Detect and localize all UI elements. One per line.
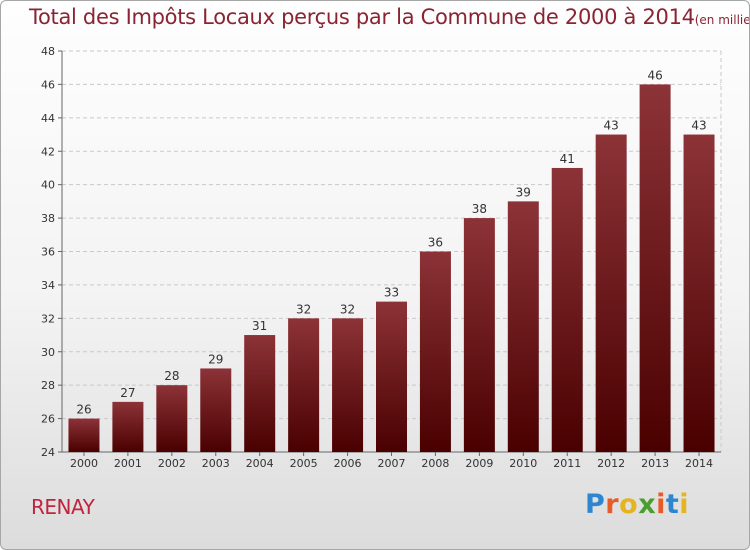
logo-letter: r xyxy=(605,489,620,520)
bar-value-label: 32 xyxy=(340,302,355,316)
x-tick-label: 2012 xyxy=(597,457,625,470)
bar xyxy=(639,84,671,453)
bar xyxy=(332,318,364,452)
y-tick-label: 40 xyxy=(41,179,55,192)
y-tick-label: 32 xyxy=(41,312,55,325)
logo-letter: i xyxy=(679,489,690,520)
bar xyxy=(288,318,320,452)
y-tick-label: 24 xyxy=(41,446,55,459)
proxiti-logo: Proxiti xyxy=(585,489,689,520)
x-tick-label: 2000 xyxy=(70,457,98,470)
x-tick-label: 2004 xyxy=(246,457,274,470)
bar-value-label: 38 xyxy=(472,202,487,216)
y-tick-label: 44 xyxy=(41,112,55,125)
x-tick-label: 2014 xyxy=(685,457,713,470)
x-tick-label: 2006 xyxy=(334,457,362,470)
x-tick-label: 2001 xyxy=(114,457,142,470)
bar-value-label: 28 xyxy=(164,369,179,383)
x-tick-label: 2002 xyxy=(158,457,186,470)
bar-value-label: 43 xyxy=(691,119,706,133)
bar xyxy=(200,368,232,452)
bar-value-label: 41 xyxy=(560,152,575,166)
logo-letter: x xyxy=(638,489,657,520)
bar xyxy=(156,385,188,452)
bar xyxy=(595,134,627,452)
x-tick-label: 2009 xyxy=(465,457,493,470)
x-tick-label: 2013 xyxy=(641,457,669,470)
bar xyxy=(419,251,451,452)
bar xyxy=(112,401,144,452)
chart-title: Total des Impôts Locaux perçus par la Co… xyxy=(29,5,695,29)
bar-value-label: 32 xyxy=(296,302,311,316)
y-tick-label: 42 xyxy=(41,145,55,158)
bar-value-label: 33 xyxy=(384,286,399,300)
x-tick-label: 2010 xyxy=(509,457,537,470)
logo-letter: i xyxy=(656,489,666,520)
y-tick-label: 36 xyxy=(41,246,55,259)
bar xyxy=(507,201,539,452)
bar xyxy=(551,167,583,453)
x-tick-label: 2005 xyxy=(290,457,318,470)
logo-letter: P xyxy=(585,489,606,520)
logo-letter: t xyxy=(665,489,680,520)
y-tick-label: 26 xyxy=(41,413,55,426)
bar-value-label: 31 xyxy=(252,319,267,333)
bar xyxy=(68,418,100,452)
logo-letter: o xyxy=(619,489,639,520)
x-tick-label: 2007 xyxy=(378,457,406,470)
y-tick-label: 34 xyxy=(41,279,55,292)
y-tick-label: 38 xyxy=(41,212,55,225)
y-tick-label: 28 xyxy=(41,379,55,392)
y-tick-label: 46 xyxy=(41,78,55,91)
y-tick-label: 30 xyxy=(41,346,55,359)
bar-value-label: 43 xyxy=(604,119,619,133)
x-tick-label: 2011 xyxy=(553,457,581,470)
y-tick-label: 48 xyxy=(41,45,55,58)
chart-unit: (en milliers d'€) xyxy=(694,13,750,27)
commune-name: RENAY xyxy=(31,495,95,519)
x-tick-label: 2003 xyxy=(202,457,230,470)
bar-value-label: 39 xyxy=(516,185,531,199)
bar xyxy=(683,134,715,452)
bar xyxy=(376,301,407,452)
bar-value-label: 27 xyxy=(120,386,135,400)
bar-value-label: 46 xyxy=(647,68,662,82)
bar-value-label: 29 xyxy=(208,352,223,366)
x-tick-label: 2008 xyxy=(421,457,449,470)
bar xyxy=(463,218,495,452)
bar-value-label: 26 xyxy=(76,403,91,417)
chart-header: Total des Impôts Locaux perçus par la Co… xyxy=(29,5,750,29)
bar xyxy=(244,335,276,452)
bar-value-label: 36 xyxy=(428,236,443,250)
